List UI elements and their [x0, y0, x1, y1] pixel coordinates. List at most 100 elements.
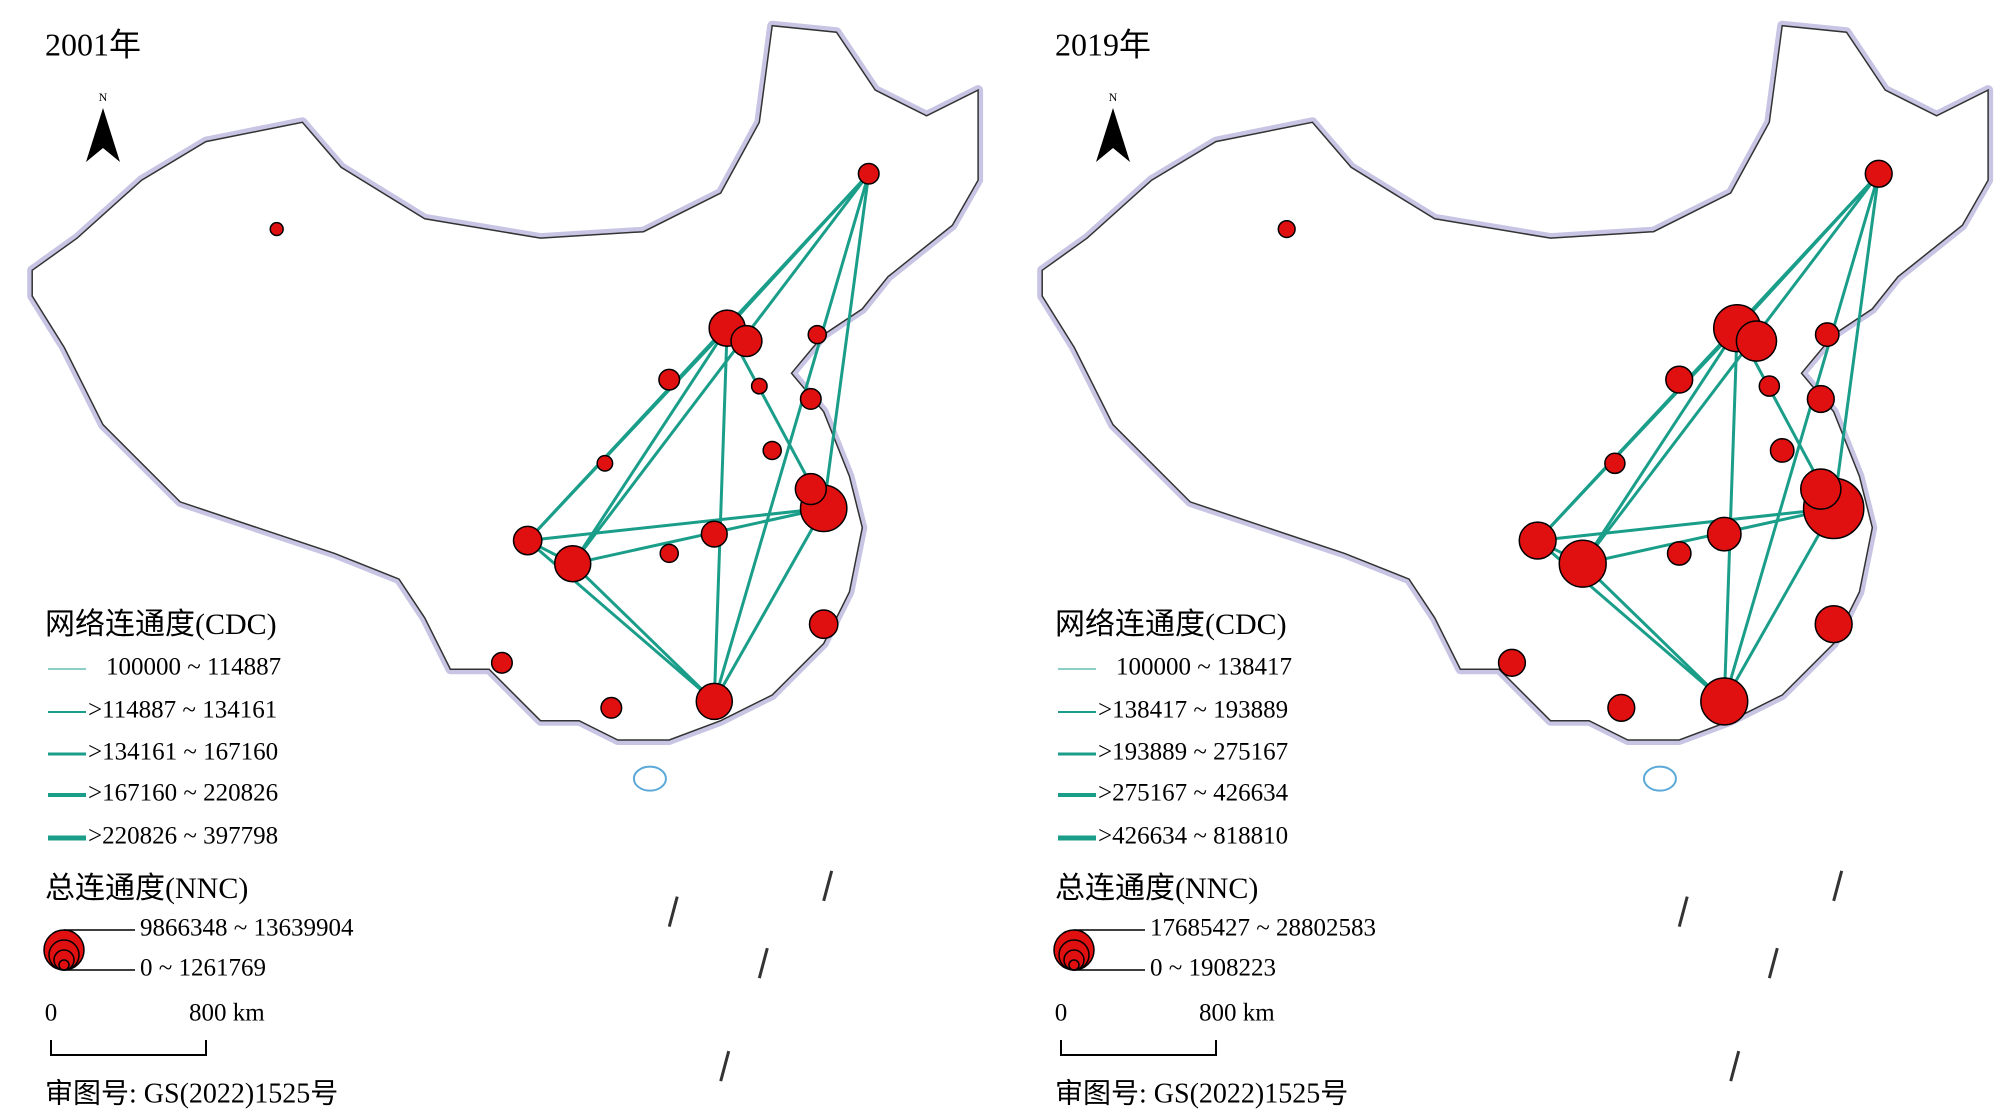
- line-legend-item: >167160 ~ 220826: [88, 780, 278, 807]
- review-number: 审图号: GS(2022)1525号: [1055, 1077, 1348, 1109]
- circle-legend-item: 0 ~ 1261769: [140, 955, 266, 982]
- city-node: [700, 520, 728, 548]
- city-node: [490, 651, 513, 674]
- flow-line: [1581, 172, 1880, 565]
- circle-legend-title: 总连通度(NNC): [1055, 872, 1258, 905]
- south-sea-border: [719, 1050, 731, 1082]
- city-node: [600, 696, 623, 719]
- south-sea-border: [1677, 896, 1689, 928]
- flow-line: [712, 328, 729, 702]
- city-node: [658, 368, 681, 391]
- flow-line: [571, 327, 729, 565]
- city-node: [512, 525, 543, 556]
- city-node: [794, 472, 828, 506]
- flow-line: [712, 173, 871, 702]
- line-legend-title: 网络连通度(CDC): [45, 608, 277, 641]
- north-label: N: [99, 90, 108, 104]
- city-node: [1497, 648, 1527, 677]
- flow-line: [526, 172, 870, 542]
- map-panel: 2019年 N 网络连通度(CDC) 100000 ~ 138417 >138417 ~…: [1037, 20, 1994, 1109]
- city-node: [1814, 322, 1840, 348]
- city-node: [553, 544, 592, 583]
- city-node: [1799, 468, 1842, 510]
- south-sea-border: [757, 947, 769, 979]
- city-node: [1735, 320, 1778, 362]
- flow-line: [1722, 507, 1835, 703]
- city-node: [659, 543, 679, 564]
- flow-line: [1581, 327, 1739, 565]
- flow-line: [571, 172, 870, 565]
- flow-line: [571, 562, 716, 703]
- north-label: N: [1109, 90, 1118, 104]
- city-node: [1558, 539, 1607, 588]
- flow-line: [572, 506, 825, 566]
- city-node: [1665, 365, 1694, 394]
- south-sea-border: [667, 896, 679, 928]
- legend-circle-sample: [1068, 959, 1080, 971]
- city-node: [1700, 677, 1749, 726]
- line-legend-item: >193889 ~ 275167: [1098, 739, 1288, 766]
- map-panel: 2001年 N 网络连通度(CDC) 100000 ~ 114887 >114887 ~…: [27, 20, 984, 1109]
- flow-line: [527, 506, 824, 543]
- flow-line: [712, 507, 825, 703]
- flow-line: [1581, 562, 1726, 703]
- city-node: [269, 221, 284, 237]
- hainan: [632, 765, 667, 792]
- south-sea-border: [1832, 870, 1844, 902]
- city-node: [730, 324, 763, 358]
- city-node: [807, 324, 828, 345]
- line-legend-item: 100000 ~ 114887: [106, 654, 281, 681]
- scale-end: 800 km: [1199, 1000, 1275, 1027]
- flow-line: [1832, 173, 1881, 509]
- flow-line: [1722, 173, 1881, 702]
- scale-bar: [1060, 1040, 1217, 1056]
- circle-legend-item: 9866348 ~ 13639904: [140, 915, 354, 942]
- line-legend-item: >275167 ~ 426634: [1098, 780, 1289, 807]
- line-legend-item: >134161 ~ 167160: [88, 739, 278, 766]
- circle-legend-item: 17685427 ~ 28802583: [1150, 915, 1376, 942]
- north-arrow: [86, 108, 120, 162]
- city-node: [750, 377, 768, 395]
- city-node: [799, 387, 822, 411]
- city-node: [1806, 384, 1835, 414]
- line-legend-item: >138417 ~ 193889: [1098, 697, 1288, 724]
- city-node: [857, 162, 880, 185]
- south-sea-border: [1729, 1050, 1741, 1082]
- flow-line: [1536, 172, 1880, 542]
- city-node: [1604, 452, 1626, 475]
- line-legend-item: >114887 ~ 134161: [88, 697, 277, 724]
- flow-line: [822, 173, 871, 509]
- circle-legend-title: 总连通度(NNC): [45, 872, 248, 905]
- scale-end: 800 km: [189, 1000, 265, 1027]
- circle-legend-item: 0 ~ 1908223: [1150, 955, 1276, 982]
- north-arrow: [1096, 108, 1130, 162]
- flow-line: [1537, 506, 1834, 543]
- scale-bar: [50, 1040, 207, 1056]
- south-sea-border: [822, 870, 834, 902]
- city-node: [596, 454, 614, 472]
- scale-start: 0: [1055, 1000, 1068, 1027]
- city-node: [1277, 219, 1296, 239]
- city-node: [1518, 521, 1557, 560]
- city-node: [762, 440, 782, 461]
- line-legend-title: 网络连通度(CDC): [1055, 608, 1287, 641]
- line-legend-item: >220826 ~ 397798: [88, 823, 278, 850]
- panel-title: 2001年: [45, 26, 141, 62]
- legend-circle-sample: [58, 959, 70, 971]
- hainan: [1642, 765, 1677, 792]
- panel-title: 2019年: [1055, 26, 1151, 62]
- city-node: [808, 609, 839, 640]
- city-node: [1769, 437, 1795, 463]
- line-legend-item: >426634 ~ 818810: [1098, 823, 1288, 850]
- line-legend-item: 100000 ~ 138417: [1116, 654, 1292, 681]
- city-node: [1706, 516, 1742, 552]
- city-node: [1758, 375, 1781, 397]
- review-number: 审图号: GS(2022)1525号: [45, 1077, 338, 1109]
- city-node: [1864, 159, 1893, 188]
- south-sea-border: [1767, 947, 1779, 979]
- scale-start: 0: [45, 1000, 58, 1027]
- flow-line: [1722, 328, 1739, 702]
- city-node: [1814, 605, 1853, 644]
- city-node: [695, 682, 734, 721]
- city-node: [1607, 693, 1636, 722]
